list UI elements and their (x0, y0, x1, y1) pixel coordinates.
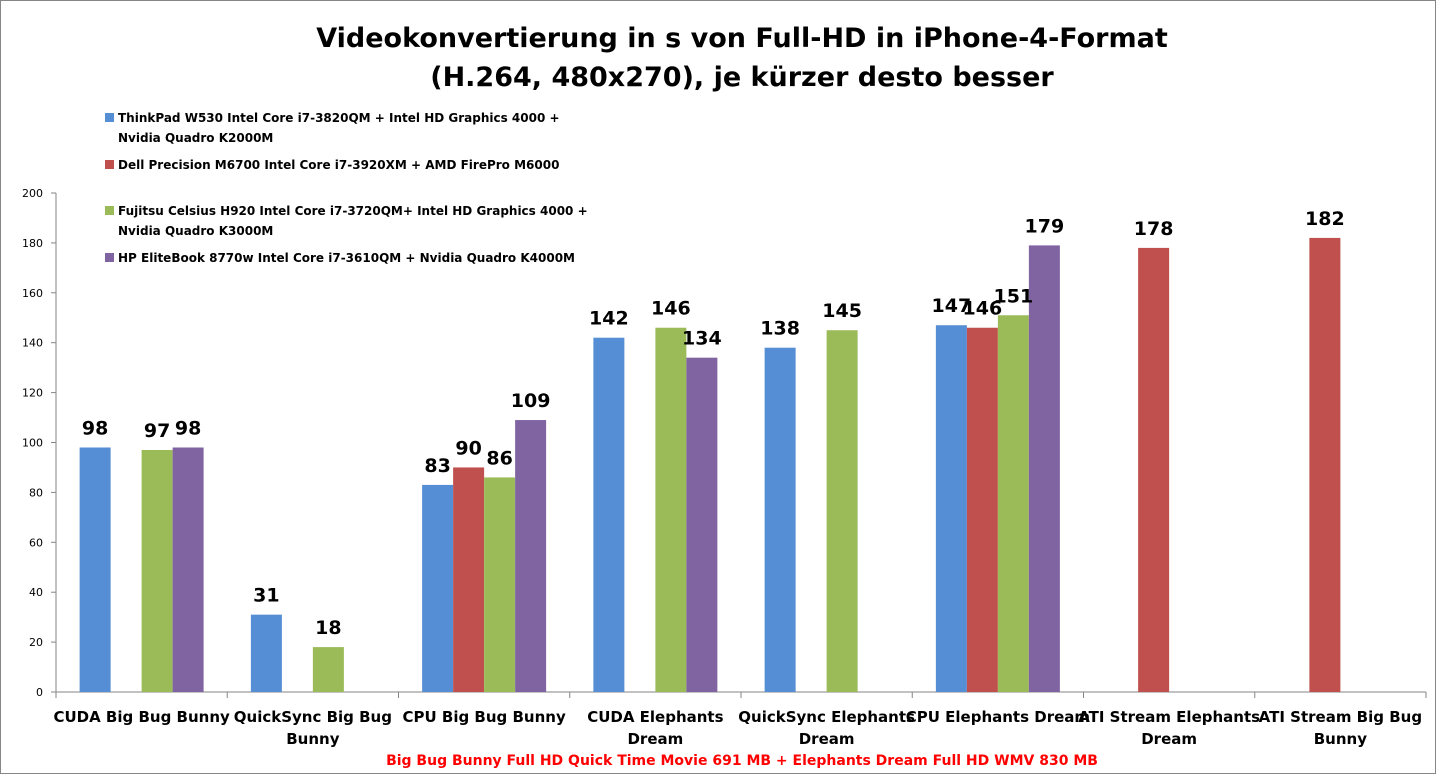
y-tick-label: 140 (22, 337, 43, 350)
data-label: 97 (144, 420, 170, 442)
x-tick-label: ATI Stream Elephants Dream (1078, 708, 1260, 748)
x-tick-label-line: Bunny (1314, 730, 1367, 748)
data-label: 90 (455, 437, 481, 459)
x-tick-label-line: CPU Big Bug Bunny (402, 708, 565, 726)
x-tick-label: CUDA Elephants Dream (587, 708, 723, 748)
bar (764, 347, 796, 692)
x-tick-label-line: Bunny (286, 730, 339, 748)
bar (172, 447, 204, 692)
data-label: 31 (253, 585, 279, 607)
legend-item: HP EliteBook 8770w Intel Core i7-3610QM … (105, 251, 575, 265)
data-label: 145 (822, 300, 862, 322)
x-tick-label: ATI Stream Big Bug Bunny (1259, 708, 1422, 748)
y-tick-label: 40 (29, 586, 43, 599)
y-tick-label: 180 (22, 237, 43, 250)
bar (1028, 245, 1060, 692)
chart-title: Videokonvertierung in s von Full-HD in i… (316, 23, 1168, 54)
x-tick-label-line: QuickSync Big Bug (234, 708, 392, 726)
bar (453, 467, 485, 692)
data-label: 18 (315, 617, 341, 639)
data-label: 146 (963, 298, 1003, 320)
bar (686, 357, 718, 692)
x-axis-title: Big Bug Bunny Full HD Quick Time Movie 6… (386, 753, 1098, 769)
legend-label: HP EliteBook 8770w Intel Core i7-3610QM … (118, 251, 575, 265)
data-label: 109 (511, 390, 551, 412)
y-tick-label: 0 (36, 686, 43, 699)
legend-swatch (105, 160, 114, 169)
bar (422, 484, 454, 692)
x-tick-label-line: Dream (799, 730, 855, 748)
x-tick-label-line: Dream (1141, 730, 1197, 748)
y-tick-label: 20 (29, 636, 43, 649)
data-label: 151 (994, 285, 1034, 307)
data-label: 147 (932, 295, 972, 317)
y-tick-label: 160 (22, 287, 43, 300)
data-label: 179 (1025, 215, 1065, 237)
y-tick-label: 80 (29, 486, 43, 499)
data-label: 142 (589, 308, 629, 330)
bar (79, 447, 111, 692)
data-label: 138 (760, 318, 800, 340)
legend-label: Fujitsu Celsius H920 Intel Core i7-3720Q… (118, 204, 588, 218)
bar (250, 614, 282, 692)
data-label: 86 (486, 447, 512, 469)
legend-item: Dell Precision M6700 Intel Core i7-3920X… (105, 158, 559, 172)
x-tick-label-line: ATI Stream Elephants (1078, 708, 1260, 726)
data-label: 98 (175, 417, 201, 439)
bar (141, 449, 173, 692)
x-tick-label-line: Dream (627, 730, 683, 748)
data-label: 83 (424, 455, 450, 477)
legend: ThinkPad W530 Intel Core i7-3820QM + Int… (105, 111, 588, 265)
legend-swatch (105, 113, 114, 122)
data-label: 98 (82, 417, 108, 439)
x-tick-label: CUDA Big Bug Bunny (53, 708, 230, 726)
data-label: 146 (651, 298, 691, 320)
x-tick-label-line: CUDA Big Bug Bunny (53, 708, 230, 726)
legend-swatch (105, 206, 114, 215)
legend-label: Nvidia Quadro K2000M (118, 131, 273, 145)
data-label: 134 (682, 328, 722, 350)
bar (935, 325, 967, 692)
bar (593, 337, 625, 692)
chart-subtitle: (H.264, 480x270), je kürzer desto besser (430, 62, 1054, 93)
x-tick-label-line: CUDA Elephants (587, 708, 723, 726)
y-tick-label: 200 (22, 187, 43, 200)
x-tick-label: QuickSync Elephants Dream (738, 708, 915, 748)
legend-item: ThinkPad W530 Intel Core i7-3820QM + Int… (105, 111, 560, 145)
x-tick-label: QuickSync Big Bug Bunny (234, 708, 392, 748)
bars (79, 237, 1341, 692)
x-tick-label: CPU Big Bug Bunny (402, 708, 565, 726)
x-tick-label: CPU Elephants Dream (906, 708, 1090, 726)
legend-item: Fujitsu Celsius H920 Intel Core i7-3720Q… (105, 204, 588, 238)
bar (655, 327, 687, 692)
bar (966, 327, 998, 692)
x-tick-label-line: CPU Elephants Dream (906, 708, 1090, 726)
bar (997, 315, 1029, 692)
bar (515, 420, 547, 692)
x-tick-label-line: QuickSync Elephants (738, 708, 915, 726)
legend-label: Nvidia Quadro K3000M (118, 224, 273, 238)
bar (826, 330, 858, 692)
bar (1138, 247, 1170, 692)
legend-swatch (105, 253, 114, 262)
x-axis: CUDA Big Bug Bunny QuickSync Big Bug Bunny… (53, 691, 1427, 748)
data-label: 178 (1134, 218, 1174, 240)
data-label: 182 (1305, 208, 1345, 230)
y-tick-label: 120 (22, 387, 43, 400)
y-axis: 0 20 40 60 80 100 120 140 160 180 200 (22, 187, 57, 699)
legend-label: ThinkPad W530 Intel Core i7-3820QM + Int… (118, 111, 560, 125)
bar (1309, 237, 1341, 692)
y-tick-label: 100 (22, 437, 43, 450)
legend-label: Dell Precision M6700 Intel Core i7-3920X… (118, 158, 559, 172)
y-tick-label: 60 (29, 536, 43, 549)
bar (312, 647, 344, 692)
bar (484, 477, 516, 692)
data-labels: 98 31 83 142 138 147 90 146 178 182 97 18 86 146 145 15… (82, 208, 1345, 639)
x-tick-label-line: ATI Stream Big Bug (1259, 708, 1422, 726)
